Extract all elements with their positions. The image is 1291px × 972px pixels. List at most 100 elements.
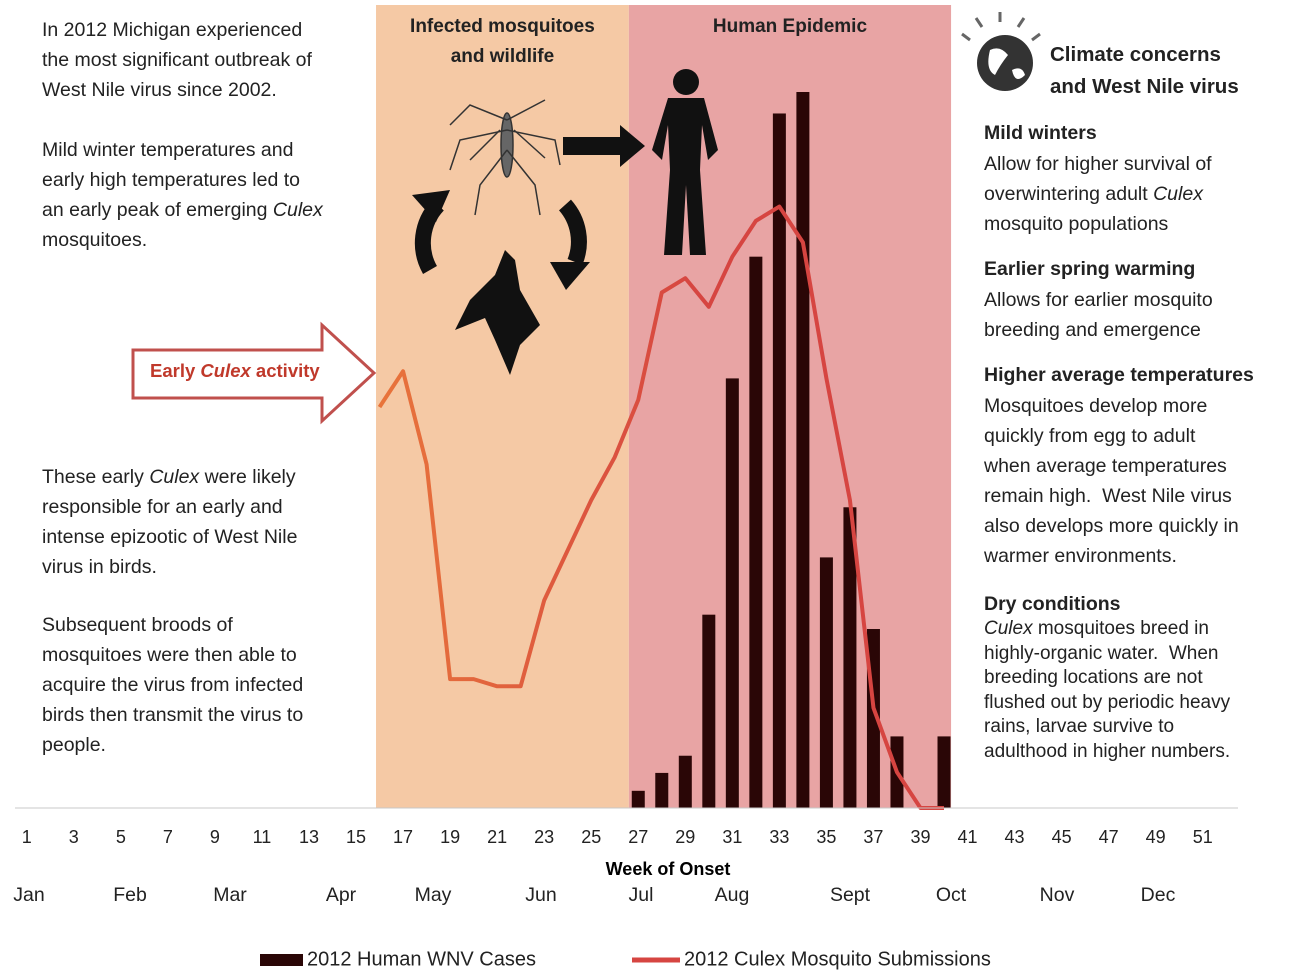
text-line: Mosquitoes develop more — [984, 391, 1207, 421]
text-line: Mild winter temperatures and — [42, 135, 293, 165]
text-run: rains, larvae survive to — [984, 716, 1174, 737]
text-line: In 2012 Michigan experienced — [42, 15, 302, 45]
x-tick-label: 23 — [534, 827, 554, 847]
x-tick-label: 27 — [628, 827, 648, 847]
text-run: overwintering adult — [984, 183, 1153, 205]
text-run: Early — [150, 360, 200, 381]
italic-run: Culex — [273, 199, 323, 221]
text-line: Culex mosquitoes breed in — [984, 617, 1209, 642]
legend-swatch — [260, 954, 303, 966]
text-run: mosquitoes. — [42, 229, 147, 251]
text-line: remain high. West Nile virus — [984, 481, 1232, 511]
x-tick-label: 41 — [958, 827, 978, 847]
text-run: highly-organic water. When — [984, 643, 1218, 664]
x-tick-label: 3 — [69, 827, 79, 847]
text-run: when average temperatures — [984, 455, 1227, 477]
month-label: Dec — [1141, 884, 1176, 906]
text-line: flushed out by periodic heavy — [984, 691, 1230, 716]
text-line: breeding and emergence — [984, 315, 1201, 345]
text-run: adulthood in higher numbers. — [984, 741, 1230, 762]
page: Week of Onset Infected mosquitoesand wil… — [0, 0, 1291, 972]
month-label: Jul — [629, 884, 654, 906]
text-run: In 2012 Michigan experienced — [42, 19, 302, 41]
text-run: intense epizootic of West Nile — [42, 526, 297, 548]
text-run: Allow for higher survival of — [984, 153, 1212, 175]
month-label: Nov — [1040, 884, 1075, 906]
text-line: Allows for earlier mosquito — [984, 285, 1213, 315]
text-line: overwintering adult Culex — [984, 179, 1203, 209]
globe-icon — [962, 12, 1040, 91]
bar — [702, 615, 715, 808]
month-label: Sept — [830, 884, 871, 906]
x-tick-label: 49 — [1146, 827, 1166, 847]
x-tick-label: 45 — [1052, 827, 1072, 847]
text-line: intense epizootic of West Nile — [42, 522, 297, 552]
x-tick-label: 5 — [116, 827, 126, 847]
section-heading: Earlier spring warming — [984, 258, 1195, 281]
x-tick-label: 13 — [299, 827, 319, 847]
text-line: Subsequent broods of — [42, 610, 233, 640]
x-tick-label: 33 — [769, 827, 789, 847]
month-label: Feb — [113, 884, 147, 906]
text-run: early high temperatures led to — [42, 169, 300, 191]
italic-run: Culex — [984, 618, 1033, 639]
bar — [773, 113, 786, 808]
legend-label: 2012 Human WNV Cases — [307, 948, 536, 970]
text-run: activity — [251, 360, 320, 381]
x-tick-label: 15 — [346, 827, 366, 847]
text-line: the most significant outbreak of — [42, 45, 312, 75]
text-line: West Nile virus since 2002. — [42, 75, 277, 105]
text-line: early high temperatures led to — [42, 165, 300, 195]
text-line: responsible for an early and — [42, 492, 283, 522]
region-title: Human Epidemic — [713, 16, 868, 37]
text-run: the most significant outbreak of — [42, 49, 312, 71]
text-line: rains, larvae survive to — [984, 715, 1174, 740]
panel-title: Climate concerns — [1050, 43, 1221, 67]
month-label: May — [415, 884, 452, 906]
text-line: warmer environments. — [984, 541, 1177, 571]
panel-title: and West Nile virus — [1050, 75, 1239, 99]
bar — [796, 92, 809, 808]
text-run: were likely — [199, 466, 295, 488]
legend-label: 2012 Culex Mosquito Submissions — [684, 948, 991, 970]
text-run: virus in birds. — [42, 556, 157, 578]
text-run: breeding locations are not — [984, 667, 1203, 688]
text-run: breeding and emergence — [984, 319, 1201, 341]
x-tick-label: 43 — [1005, 827, 1025, 847]
x-tick-label: 9 — [210, 827, 220, 847]
section-heading: Higher average temperatures — [984, 364, 1254, 387]
x-tick-label: 21 — [487, 827, 507, 847]
x-tick-label: 29 — [675, 827, 695, 847]
text-run: West Nile virus since 2002. — [42, 79, 277, 101]
x-tick-label: 37 — [863, 827, 883, 847]
text-run: Allows for earlier mosquito — [984, 289, 1213, 311]
text-run: acquire the virus from infected — [42, 674, 303, 696]
bar — [655, 773, 668, 808]
italic-run: Culex — [1153, 183, 1203, 205]
text-run: responsible for an early and — [42, 496, 283, 518]
x-tick-label: 1 — [22, 827, 32, 847]
bar — [679, 756, 692, 808]
text-line: people. — [42, 730, 106, 760]
text-line: These early Culex were likely — [42, 462, 296, 492]
text-line: breeding locations are not — [984, 666, 1203, 691]
bar — [726, 378, 739, 808]
text-run: Subsequent broods of — [42, 614, 233, 636]
text-run: These early — [42, 466, 149, 488]
section-heading: Mild winters — [984, 122, 1097, 145]
x-tick-label: 7 — [163, 827, 173, 847]
x-tick-label: 11 — [253, 827, 272, 847]
section-heading: Dry conditions — [984, 593, 1121, 616]
text-run: mosquito populations — [984, 213, 1168, 235]
text-run: warmer environments. — [984, 545, 1177, 567]
x-axis-label: Week of Onset — [606, 859, 731, 879]
text-line: mosquitoes were then able to — [42, 640, 297, 670]
text-run: also develops more quickly in — [984, 515, 1239, 537]
text-line: highly-organic water. When — [984, 642, 1218, 667]
text-run: people. — [42, 734, 106, 756]
month-label: Oct — [936, 884, 967, 906]
month-label: Jan — [13, 884, 44, 906]
text-line: Early Culex activity — [150, 360, 320, 382]
italic-run: Culex — [200, 360, 250, 381]
text-line: acquire the virus from infected — [42, 670, 303, 700]
